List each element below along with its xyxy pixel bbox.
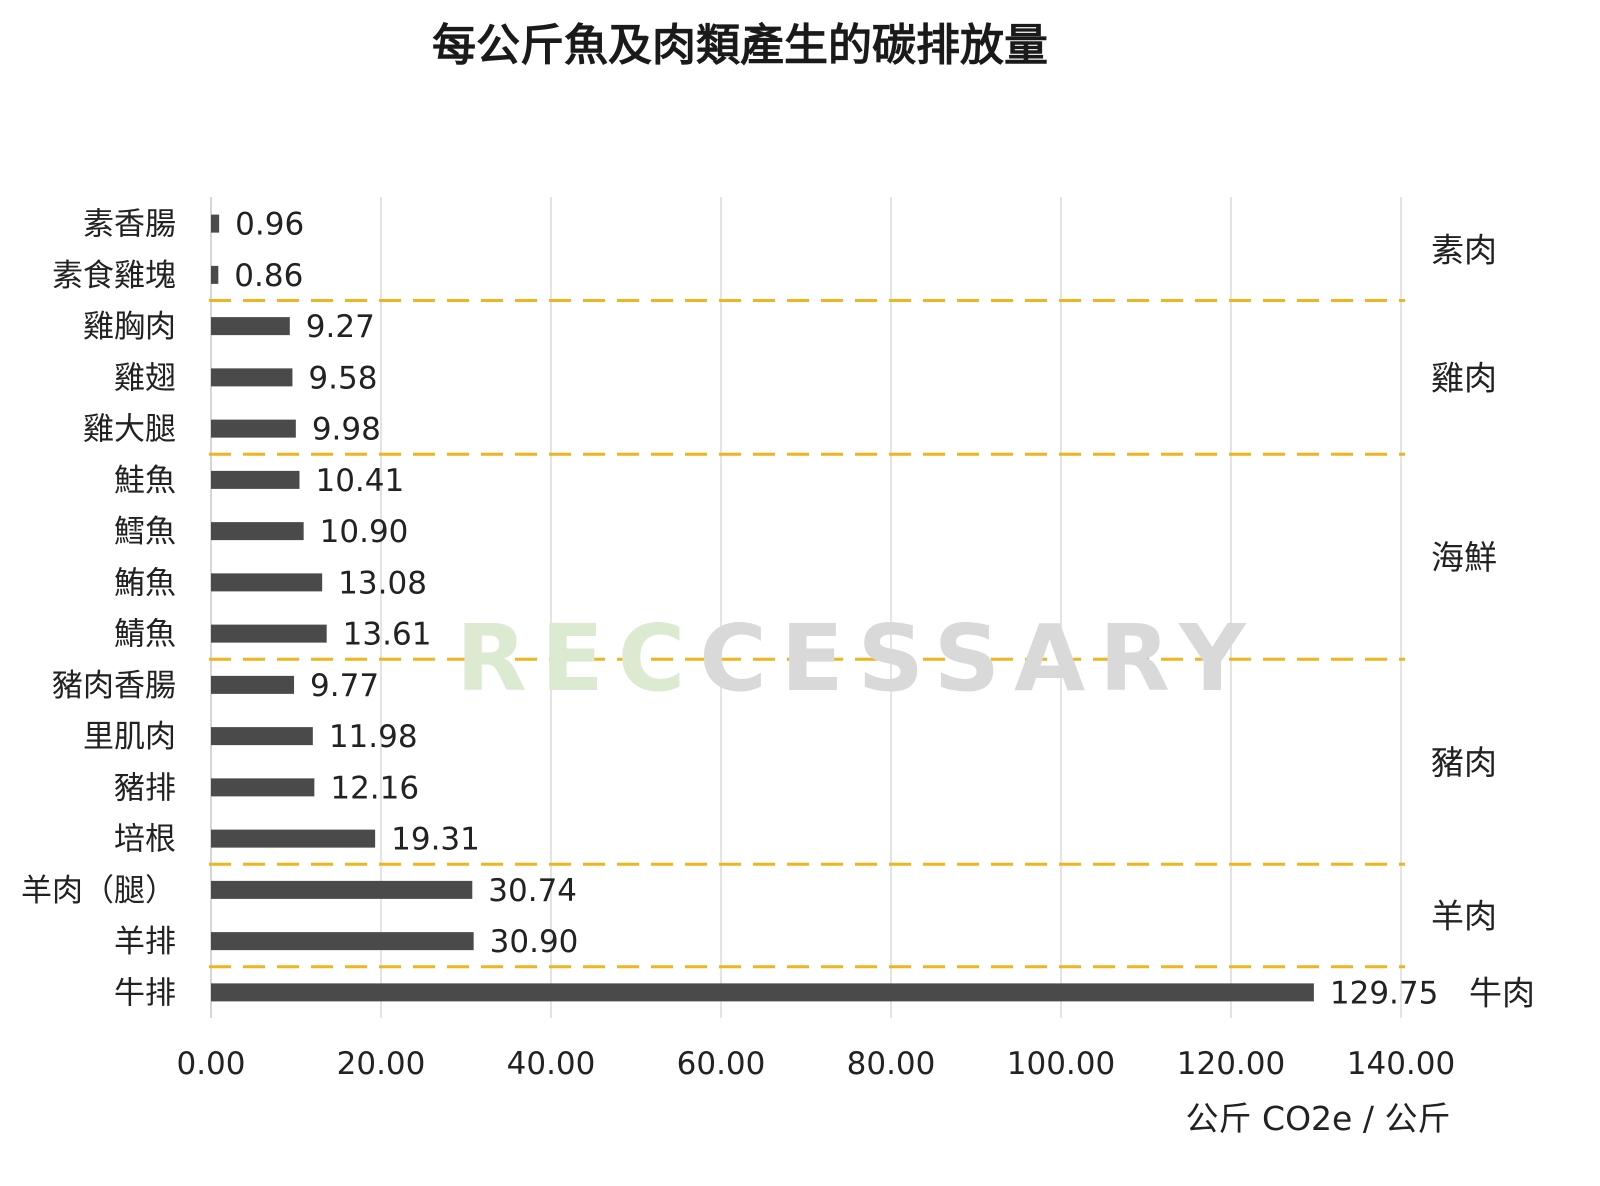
category-label: 素食雞塊 (52, 258, 176, 294)
category-label: 雞大腿 (83, 412, 176, 448)
x-axis-unit-label: 公斤 CO2e / 公斤 (1186, 1099, 1451, 1138)
x-tick-label: 20.00 (337, 1046, 426, 1082)
group-label: 雞肉 (1431, 358, 1497, 397)
category-label: 豬肉香腸 (52, 668, 176, 704)
chart-title: 每公斤魚及肉類產生的碳排放量 (432, 20, 1048, 71)
category-label: 鯖魚 (114, 617, 176, 653)
value-label: 13.61 (343, 617, 432, 653)
x-tick-label: 80.00 (847, 1046, 936, 1082)
x-tick-label: 100.00 (1007, 1046, 1115, 1082)
value-label: 10.41 (315, 463, 404, 499)
category-label: 素香腸 (83, 207, 176, 243)
group-label: 羊肉 (1431, 897, 1497, 936)
bars (211, 214, 1314, 1002)
watermark-green-part: REC (456, 605, 699, 712)
bar (211, 368, 293, 387)
bar (211, 829, 376, 848)
bar (211, 727, 313, 746)
category-label: 鮪魚 (114, 565, 176, 601)
x-tick-label: 0.00 (176, 1046, 245, 1082)
value-label: 9.58 (308, 360, 377, 396)
grid (210, 197, 1402, 1018)
bar (211, 624, 327, 643)
bar (211, 573, 323, 592)
bar (211, 470, 300, 489)
value-label: 19.31 (391, 822, 480, 858)
bar (211, 983, 1314, 1002)
value-label: 9.98 (312, 412, 381, 448)
group-label: 豬肉 (1431, 743, 1497, 782)
group-label: 牛肉 (1469, 973, 1535, 1012)
category-label: 豬排 (114, 770, 176, 806)
bar (211, 419, 296, 438)
category-label: 羊排 (114, 924, 176, 960)
watermark-gray-part: CESSARY (699, 605, 1259, 712)
x-axis-ticks: 0.00 20.00 40.00 60.00 80.00 100.00 120.00 140.… (176, 1046, 1455, 1082)
value-label: 30.74 (488, 873, 577, 909)
x-tick-label: 40.00 (507, 1046, 596, 1082)
bar (211, 317, 290, 336)
group-label: 海鮮 (1431, 538, 1497, 577)
value-label: 30.90 (490, 924, 579, 960)
group-dividers (209, 299, 1405, 969)
value-label: 0.96 (235, 207, 304, 243)
bar (211, 880, 473, 899)
watermark: RECCESSARY (456, 605, 1260, 712)
category-label: 里肌肉 (83, 719, 176, 755)
value-label: 0.86 (234, 258, 303, 294)
value-label: 11.98 (329, 719, 418, 755)
bar (211, 778, 315, 797)
category-label: 羊肉（腿） (21, 873, 176, 909)
x-tick-label: 140.00 (1347, 1046, 1455, 1082)
bar (211, 265, 219, 284)
bar (211, 214, 220, 233)
value-label: 9.27 (306, 309, 375, 345)
bar (211, 522, 304, 541)
category-label: 鱈魚 (114, 514, 176, 550)
value-label: 10.90 (320, 514, 409, 550)
category-label: 鮭魚 (114, 463, 176, 499)
labels: 素香腸 0.96 素食雞塊 0.86 雞胸肉 9.27 雞翅 9.58 雞大腿 9.98 鮭魚 10.… (21, 207, 1438, 1012)
value-label: 9.77 (310, 668, 379, 704)
category-label: 雞胸肉 (83, 309, 176, 345)
x-tick-label: 120.00 (1177, 1046, 1285, 1082)
category-label: 牛排 (114, 975, 176, 1011)
x-tick-label: 60.00 (677, 1046, 766, 1082)
group-label: 素肉 (1431, 230, 1497, 269)
bar (211, 932, 474, 951)
value-label: 13.08 (338, 565, 427, 601)
category-label: 雞翅 (114, 360, 176, 396)
value-label: 12.16 (330, 770, 419, 806)
value-label: 129.75 (1330, 975, 1438, 1011)
category-label: 培根 (114, 822, 176, 858)
bar (211, 675, 295, 694)
